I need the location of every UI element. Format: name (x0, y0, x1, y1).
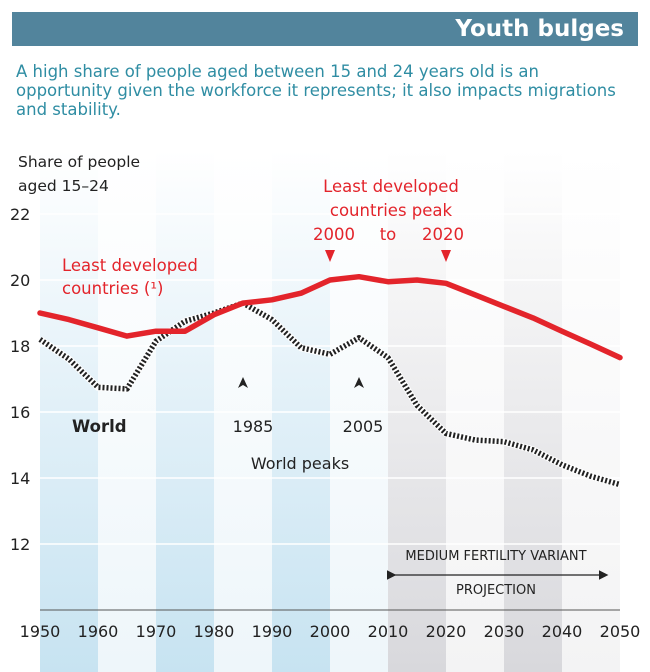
ldc-peak-to-word: to (380, 225, 397, 244)
y-axis-label-line1: Share of people (18, 153, 140, 171)
world-series-label: World (72, 417, 127, 436)
y-axis-label-line2: aged 15–24 (18, 177, 109, 195)
subtitle: A high share of people aged between 15 a… (16, 62, 616, 119)
column-band (446, 150, 504, 672)
x-tick-label: 1970 (136, 622, 177, 641)
column-band (272, 150, 330, 672)
x-tick-label: 2040 (542, 622, 583, 641)
column-band (330, 150, 388, 672)
world-peak-arrow (238, 377, 248, 388)
ldc-peak-label-line1: Least developed (323, 177, 459, 196)
world-peak-arrows (238, 377, 364, 388)
world-peak-arrow (354, 377, 364, 388)
world-peak-1985: 1985 (233, 417, 274, 436)
y-tick-label: 14 (10, 469, 30, 488)
column-band (504, 150, 562, 672)
column-band (214, 150, 272, 672)
x-tick-label: 2030 (484, 622, 525, 641)
x-tick-label: 1980 (194, 622, 235, 641)
ldc-series-label-line2: countries (¹) (62, 279, 163, 298)
gridlines (40, 213, 620, 545)
world-peaks-label: World peaks (251, 454, 349, 473)
column-bands (40, 150, 620, 672)
y-tick-label: 22 (10, 205, 30, 224)
y-tick-labels: 12 14 16 18 20 22 (10, 205, 30, 554)
column-band (40, 150, 98, 672)
x-tick-labels: 1950 1960 1970 1980 1990 2000 2010 2020 2030 2040… (20, 622, 641, 641)
series-line-world-underlay (38, 299, 621, 488)
y-tick-label: 12 (10, 535, 30, 554)
column-band (156, 150, 214, 672)
projection-top-label: MEDIUM FERTILITY VARIANT (405, 549, 586, 564)
x-tick-label: 2010 (368, 622, 409, 641)
x-tick-label: 2020 (426, 622, 467, 641)
header-bar: Youth bulges (12, 12, 638, 46)
x-tick-label: 2000 (310, 622, 351, 641)
x-tick-label: 2050 (600, 622, 641, 641)
projection-bottom-label: PROJECTION (456, 583, 536, 598)
y-tick-label: 18 (10, 337, 30, 356)
ldc-series-label-line1: Least developed (62, 256, 198, 275)
ldc-peak-label-line2: countries peak (330, 201, 453, 220)
column-band (562, 150, 620, 672)
y-tick-label: 16 (10, 403, 30, 422)
ldc-peak-arrows (325, 250, 451, 262)
x-tick-label: 1990 (252, 622, 293, 641)
series-line-least-developed (37, 273, 623, 361)
world-peak-2005: 2005 (343, 417, 384, 436)
ldc-peak-to: 2020 (422, 225, 464, 244)
x-tick-label: 1950 (20, 622, 61, 641)
column-band (98, 150, 156, 672)
page-title: Youth bulges (455, 16, 624, 42)
ldc-peak-from: 2000 (313, 225, 355, 244)
ldc-peak-arrow (325, 250, 335, 262)
ldc-peak-arrow (441, 250, 451, 262)
y-tick-label: 20 (10, 271, 30, 290)
column-band (388, 150, 446, 672)
x-tick-label: 1960 (78, 622, 119, 641)
